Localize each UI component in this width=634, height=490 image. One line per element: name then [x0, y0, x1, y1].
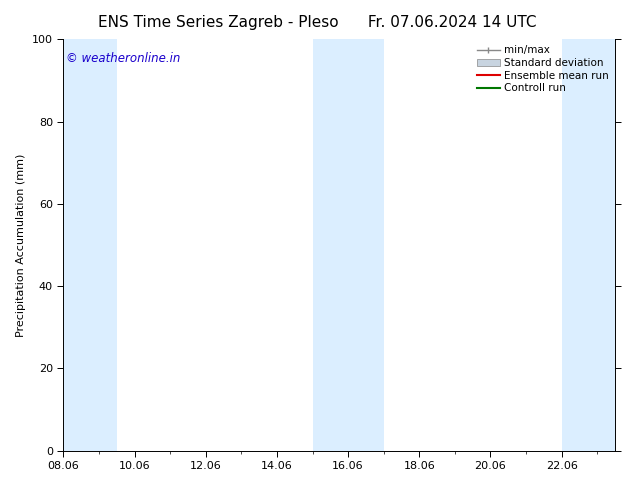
Bar: [313, 39, 384, 451]
Y-axis label: Precipitation Accumulation (mm): Precipitation Accumulation (mm): [16, 153, 27, 337]
Bar: [562, 39, 615, 451]
Text: ENS Time Series Zagreb - Pleso      Fr. 07.06.2024 14 UTC: ENS Time Series Zagreb - Pleso Fr. 07.06…: [98, 15, 536, 30]
Text: © weatheronline.in: © weatheronline.in: [66, 51, 181, 65]
Bar: [63, 39, 117, 451]
Legend: min/max, Standard deviation, Ensemble mean run, Controll run: min/max, Standard deviation, Ensemble me…: [473, 41, 613, 98]
